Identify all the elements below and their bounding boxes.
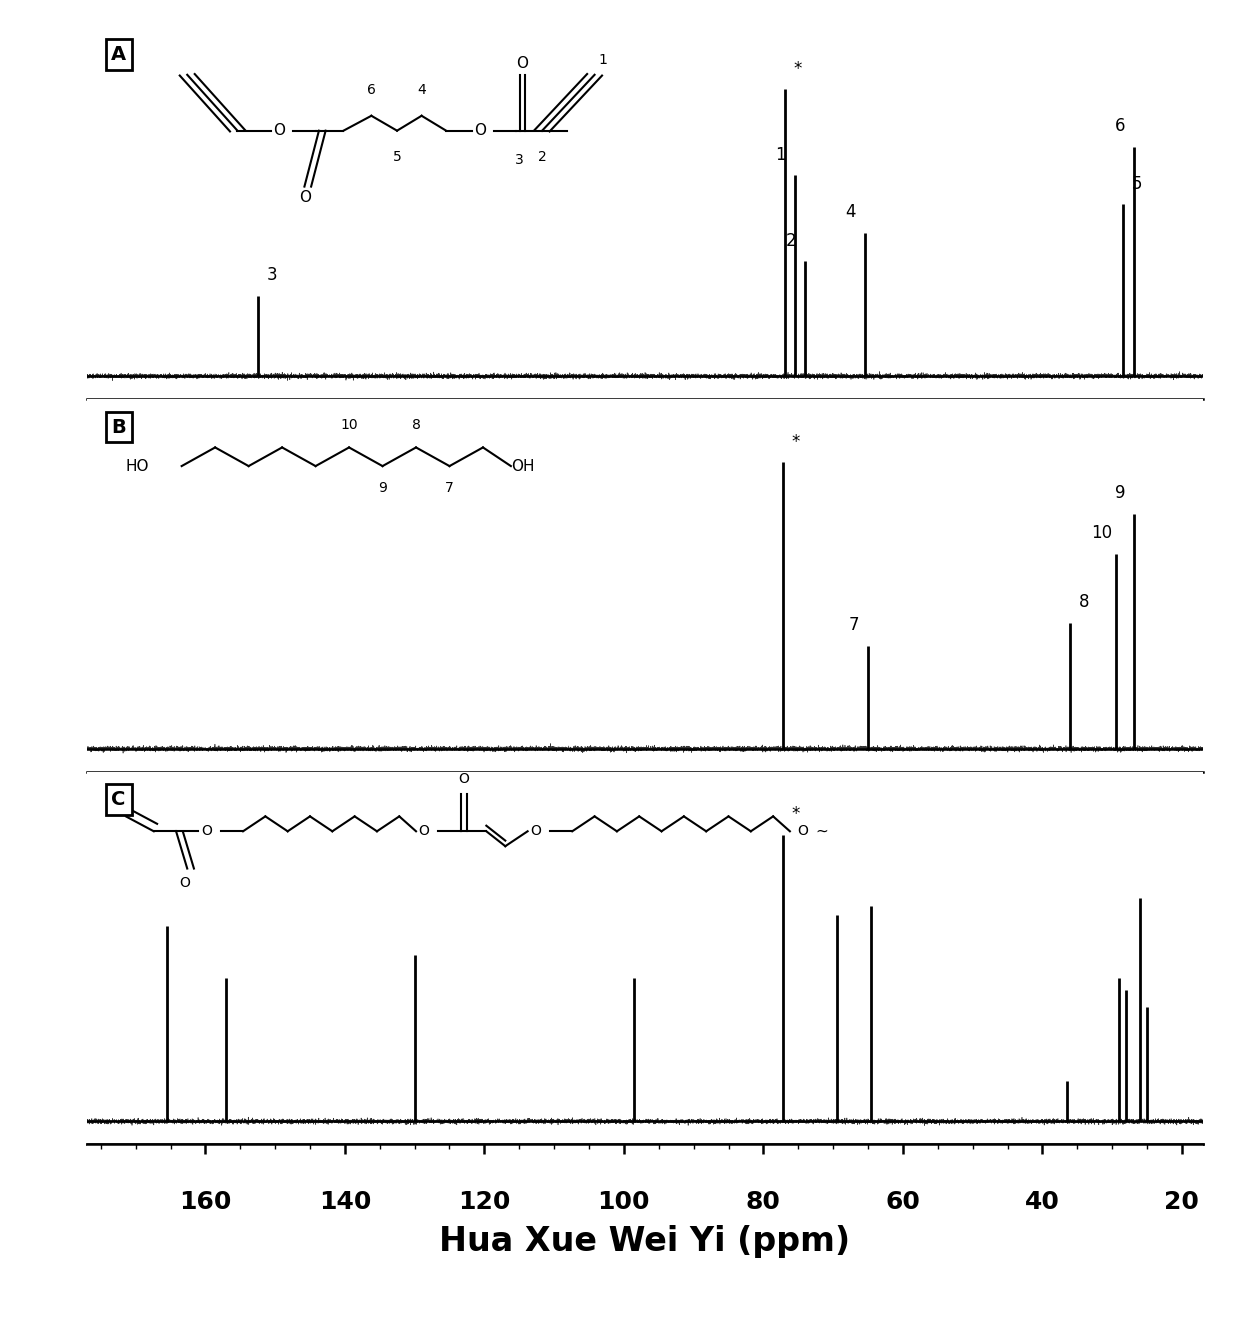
Text: *: * (794, 61, 802, 78)
Text: O: O (273, 124, 285, 138)
Text: 5: 5 (393, 150, 402, 163)
Text: 5: 5 (1131, 175, 1142, 192)
Text: 10: 10 (340, 417, 358, 432)
Text: A: A (112, 45, 126, 65)
Text: 6: 6 (1115, 117, 1126, 136)
Text: B: B (112, 417, 126, 437)
Text: 9: 9 (378, 482, 387, 495)
Text: C: C (112, 790, 125, 809)
Text: 4: 4 (417, 83, 427, 96)
Text: 2: 2 (538, 150, 547, 163)
Text: ~: ~ (816, 823, 828, 839)
Text: O: O (459, 772, 470, 786)
Text: 4: 4 (846, 203, 856, 221)
Text: O: O (474, 124, 486, 138)
Text: HO: HO (126, 458, 149, 474)
Text: 3: 3 (516, 154, 525, 167)
Text: 8: 8 (412, 417, 420, 432)
Text: 10: 10 (1091, 524, 1112, 543)
Text: O: O (797, 824, 808, 839)
Text: 7: 7 (445, 482, 454, 495)
Text: 6: 6 (367, 83, 376, 96)
Text: O: O (180, 876, 191, 890)
Text: O: O (201, 824, 212, 839)
Text: O: O (516, 57, 528, 71)
Text: 1: 1 (775, 146, 786, 163)
Text: 7: 7 (849, 616, 859, 633)
Text: O: O (300, 190, 311, 205)
Text: *: * (791, 432, 800, 450)
Text: 1: 1 (598, 53, 606, 67)
Text: OH: OH (511, 458, 534, 474)
X-axis label: Hua Xue Wei Yi (ppm): Hua Xue Wei Yi (ppm) (439, 1225, 851, 1258)
Text: 9: 9 (1115, 485, 1126, 502)
Text: O: O (418, 824, 429, 839)
Text: 2: 2 (786, 232, 796, 250)
Text: 3: 3 (267, 266, 277, 284)
Text: *: * (791, 805, 800, 823)
Text: O: O (529, 824, 541, 839)
Text: 8: 8 (1079, 593, 1090, 611)
